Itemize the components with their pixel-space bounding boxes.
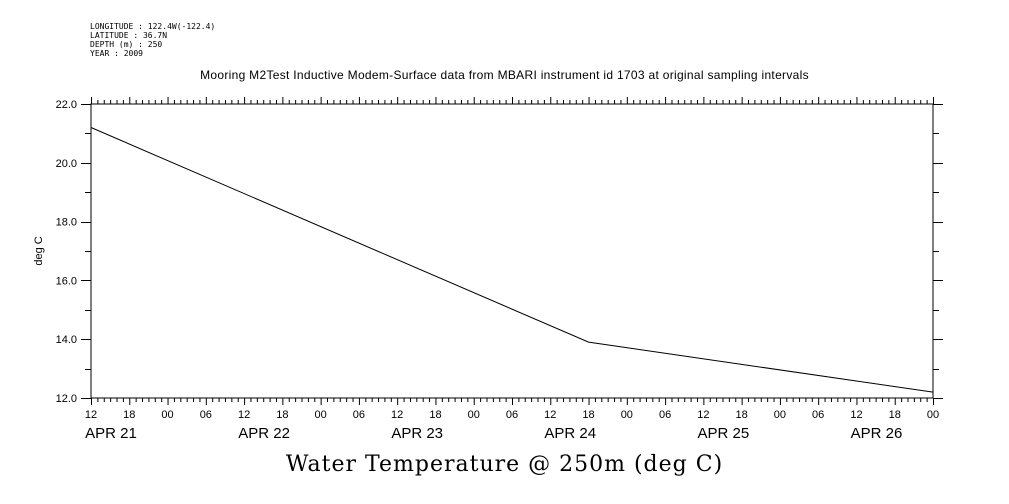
x-tick-label: 00 (161, 409, 173, 421)
series-line (90, 127, 934, 393)
x-tick-label: 18 (736, 409, 748, 421)
x-tick-label: 12 (697, 409, 709, 421)
latitude-text: LATITUDE : 36.7N (90, 31, 168, 40)
y-tick-label: 14.0 (56, 334, 77, 346)
x-day-label: APR 23 (391, 425, 443, 442)
plot-frame (90, 103, 934, 399)
x-tick-label: 06 (200, 409, 212, 421)
depth-text: DEPTH (m) : 250 (90, 40, 163, 49)
y-tick-label: 22.0 (56, 99, 77, 111)
x-day-label: APR 24 (544, 425, 596, 442)
y-tick-label: 12.0 (56, 393, 77, 405)
year-text: YEAR : 2009 (90, 49, 143, 58)
y-tick-label: 16.0 (56, 275, 77, 287)
x-tick-label: 06 (506, 409, 518, 421)
x-tick-label: 00 (774, 409, 786, 421)
x-tick-label: 12 (850, 409, 862, 421)
x-tick-label: 18 (889, 409, 901, 421)
x-tick-label: 00 (927, 409, 939, 421)
x-tick-label: 06 (353, 409, 365, 421)
x-tick-label: 12 (85, 409, 97, 421)
x-day-label: APR 26 (851, 425, 903, 442)
x-day-label: APR 22 (238, 425, 290, 442)
x-tick-label: 06 (812, 409, 824, 421)
longitude-text: LONGITUDE : 122.4W(-122.4) (90, 22, 216, 31)
x-day-label: APR 21 (85, 425, 137, 442)
x-tick-label: 18 (429, 409, 441, 421)
x-tick-label: 06 (659, 409, 671, 421)
x-tick-label: 18 (582, 409, 594, 421)
x-tick-label: 00 (315, 409, 327, 421)
x-tick-label: 00 (621, 409, 633, 421)
y-tick-label: 18.0 (56, 217, 77, 229)
y-axis-label: deg C (33, 236, 45, 265)
x-tick-label: 18 (276, 409, 288, 421)
chart-title: Mooring M2Test Inductive Modem-Surface d… (200, 68, 809, 82)
x-tick-label: 12 (544, 409, 556, 421)
y-tick-label: 20.0 (56, 158, 77, 170)
metadata-block: LONGITUDE : 122.4W(-122.4) LATITUDE : 36… (90, 22, 215, 58)
x-tick-label: 18 (123, 409, 135, 421)
x-day-label: APR 25 (698, 425, 750, 442)
x-axis-title: Water Temperature @ 250m (deg C) (285, 452, 724, 477)
x-tick-label: 12 (238, 409, 250, 421)
x-tick-label: 00 (468, 409, 480, 421)
x-tick-label: 12 (391, 409, 403, 421)
